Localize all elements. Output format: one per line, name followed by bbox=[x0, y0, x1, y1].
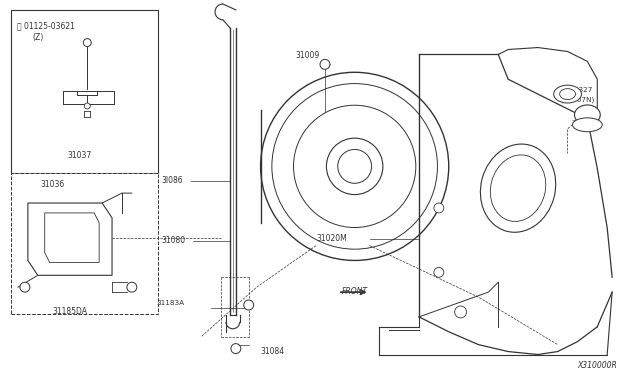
Ellipse shape bbox=[575, 105, 600, 125]
Text: X310000R: X310000R bbox=[577, 362, 617, 371]
Polygon shape bbox=[28, 203, 112, 275]
Ellipse shape bbox=[490, 155, 546, 221]
Circle shape bbox=[244, 300, 253, 310]
Text: 31080: 31080 bbox=[161, 236, 186, 245]
Text: (32707N): (32707N) bbox=[561, 96, 595, 103]
Text: SEC.327: SEC.327 bbox=[563, 87, 593, 93]
Text: 31020M: 31020M bbox=[316, 234, 347, 243]
Circle shape bbox=[326, 138, 383, 195]
Ellipse shape bbox=[573, 118, 602, 132]
Text: Ⓑ 01125-03621: Ⓑ 01125-03621 bbox=[17, 22, 75, 31]
Text: (Z): (Z) bbox=[33, 33, 44, 42]
Text: FRONT: FRONT bbox=[342, 287, 368, 296]
Ellipse shape bbox=[559, 89, 575, 100]
Text: 31183A: 31183A bbox=[157, 300, 185, 306]
Circle shape bbox=[294, 105, 416, 228]
Text: 31084: 31084 bbox=[260, 347, 285, 356]
Circle shape bbox=[231, 344, 241, 353]
Circle shape bbox=[454, 306, 467, 318]
Circle shape bbox=[84, 103, 90, 109]
Circle shape bbox=[338, 150, 372, 183]
Circle shape bbox=[83, 39, 92, 46]
Circle shape bbox=[320, 60, 330, 69]
Ellipse shape bbox=[481, 144, 556, 232]
Text: 31036: 31036 bbox=[41, 180, 65, 189]
Circle shape bbox=[260, 72, 449, 260]
Text: 31009: 31009 bbox=[295, 51, 319, 61]
Circle shape bbox=[272, 84, 438, 249]
Circle shape bbox=[127, 282, 137, 292]
Text: 31037: 31037 bbox=[67, 151, 92, 160]
Bar bbox=[11, 173, 157, 314]
Circle shape bbox=[434, 267, 444, 277]
Ellipse shape bbox=[554, 85, 581, 103]
Text: 3l086: 3l086 bbox=[161, 176, 183, 185]
Polygon shape bbox=[45, 213, 99, 262]
Circle shape bbox=[434, 203, 444, 213]
Circle shape bbox=[20, 282, 30, 292]
Text: 31185DA: 31185DA bbox=[52, 307, 88, 316]
Bar bbox=[11, 10, 157, 173]
